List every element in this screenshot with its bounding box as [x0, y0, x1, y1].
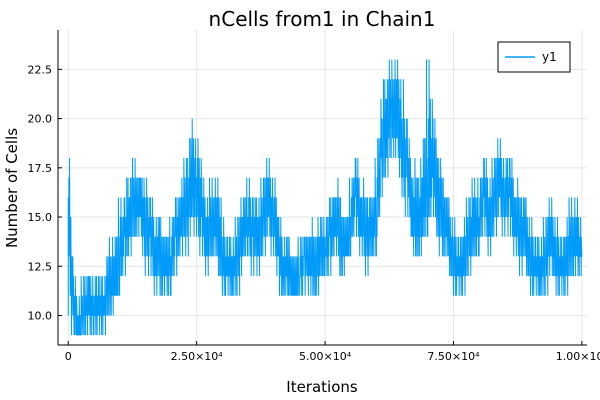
x-axis-label: Iterations	[286, 378, 358, 396]
x-tick-label: 5.00×10⁴	[299, 350, 352, 363]
x-tick-label: 1.00×10⁵	[556, 350, 600, 363]
y-tick-label: 10.0	[28, 309, 53, 322]
y-tick-label: 12.5	[28, 260, 53, 273]
legend-label: y1	[542, 50, 557, 64]
y-axis-label: Number of Cells	[3, 128, 21, 248]
axes	[57, 30, 587, 346]
ticks: 0 2.50×10⁴ 5.00×10⁴ 7.50×10⁴ 1.00×10⁵ 10.0 12.…	[28, 63, 600, 363]
x-tick-label: 7.50×10⁴	[427, 350, 480, 363]
x-tick-label: 0	[65, 350, 72, 363]
series-line-y1	[67, 59, 583, 336]
y-tick-label: 22.5	[28, 63, 53, 76]
chart-title: nCells from1 in Chain1	[209, 7, 436, 31]
x-tick-label: 2.50×10⁴	[171, 350, 224, 363]
series-group	[67, 59, 583, 336]
y-tick-label: 17.5	[28, 162, 53, 175]
y-tick-label: 20.0	[28, 113, 53, 126]
y-tick-label: 15.0	[28, 211, 53, 224]
legend: y1	[497, 41, 571, 73]
